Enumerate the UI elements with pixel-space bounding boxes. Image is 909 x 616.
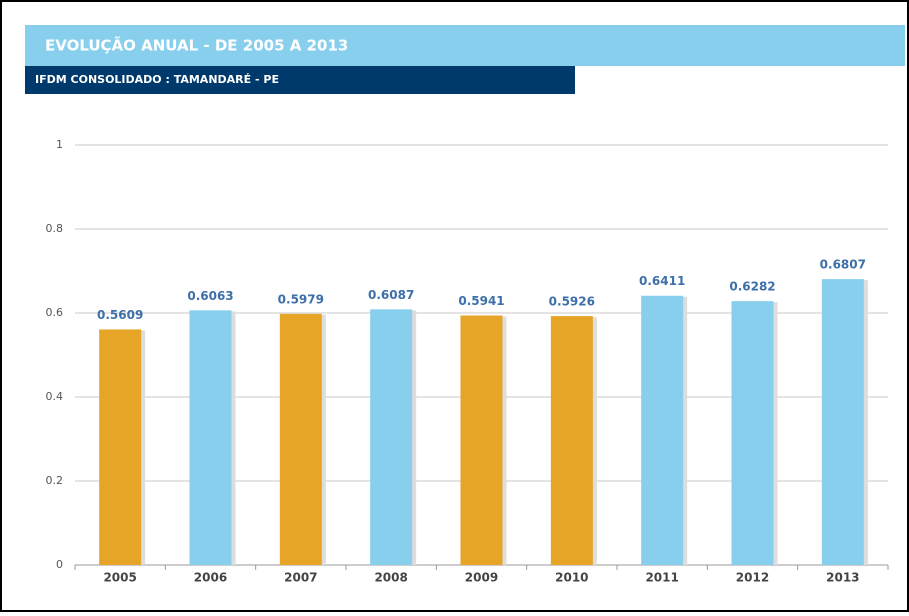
- bar: [641, 295, 684, 565]
- x-tick-label: 2005: [103, 571, 136, 585]
- value-label: 0.6411: [639, 274, 685, 288]
- bar: [189, 310, 232, 565]
- y-tick-label: 0.2: [46, 474, 64, 487]
- bar: [550, 316, 593, 565]
- value-label: 0.6087: [368, 288, 414, 302]
- y-tick-label: 0.8: [46, 222, 64, 235]
- x-tick-label: 2012: [736, 571, 769, 585]
- header-bar: [25, 25, 905, 66]
- value-label: 0.6807: [820, 258, 866, 272]
- subheader-bar: [25, 66, 575, 94]
- bar: [731, 301, 774, 565]
- bar: [460, 315, 503, 565]
- value-label: 0.5941: [458, 294, 504, 308]
- header-title: EVOLUÇÃO ANUAL - DE 2005 A 2013: [45, 36, 348, 55]
- y-tick-label: 0.6: [46, 306, 64, 319]
- value-label: 0.5609: [97, 308, 143, 322]
- bar: [279, 313, 322, 565]
- value-label: 0.6063: [187, 289, 233, 303]
- y-tick-label: 0.4: [46, 390, 64, 403]
- bar: [370, 309, 413, 565]
- bar: [99, 329, 142, 565]
- x-tick-label: 2008: [374, 571, 407, 585]
- x-tick-label: 2010: [555, 571, 588, 585]
- x-tick-label: 2006: [194, 571, 227, 585]
- value-label: 0.6282: [729, 280, 775, 294]
- y-tick-label: 0: [56, 558, 63, 571]
- value-label: 0.5926: [549, 295, 595, 309]
- x-tick-label: 2013: [826, 571, 859, 585]
- x-tick-label: 2009: [465, 571, 498, 585]
- value-label: 0.5979: [278, 292, 324, 306]
- x-tick-label: 2007: [284, 571, 317, 585]
- bar: [821, 279, 864, 565]
- y-tick-label: 1: [56, 138, 63, 151]
- header-subtitle: IFDM CONSOLIDADO : TAMANDARÉ - PE: [35, 73, 279, 86]
- x-tick-label: 2011: [645, 571, 678, 585]
